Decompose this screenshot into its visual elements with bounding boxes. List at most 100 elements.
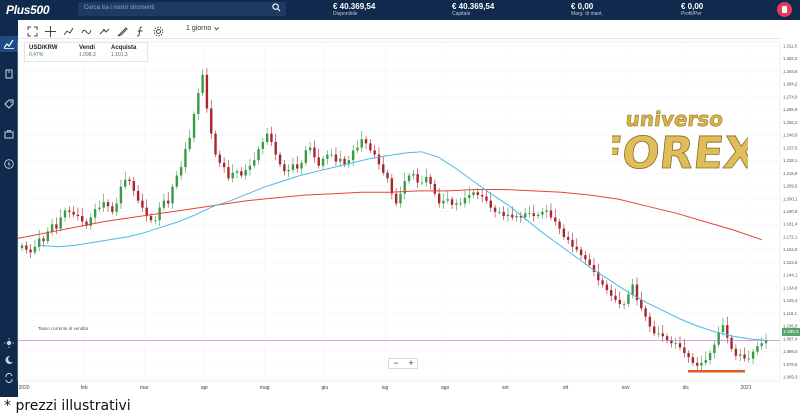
candle-body: [63, 210, 67, 218]
sell-block[interactable]: Vendi 1.098,3: [79, 45, 96, 58]
candle-body: [498, 211, 501, 213]
chart-icon[interactable]: [0, 36, 18, 52]
candle-body: [635, 284, 639, 300]
y-tick-label: 1.125,4: [783, 298, 798, 303]
candle-body: [726, 325, 729, 338]
y-tick-label: 1.200,1: [783, 196, 798, 201]
candle-body: [730, 337, 733, 349]
watermark-line1: universo: [624, 107, 724, 131]
trend-icon[interactable]: [63, 24, 74, 36]
instrument-change: 0,47%: [29, 52, 44, 58]
candle-body: [98, 207, 101, 210]
chart-grid: [17, 41, 781, 382]
candle-body: [502, 211, 505, 217]
briefcase-icon[interactable]: [0, 126, 18, 142]
expand-icon[interactable]: [27, 24, 38, 37]
candle-body: [154, 220, 157, 222]
candle-body: [265, 133, 269, 142]
line-icon[interactable]: [99, 24, 110, 35]
transfer-icon[interactable]: [0, 370, 18, 386]
candle-body: [222, 162, 226, 168]
tag-icon[interactable]: [0, 96, 18, 112]
candle-body: [192, 113, 196, 138]
sun-icon[interactable]: [0, 335, 18, 351]
y-tick-label: 1.293,6: [783, 69, 798, 74]
candle-body: [648, 316, 652, 327]
candle-body: [468, 195, 471, 198]
period-dropdown[interactable]: 1 giorno: [186, 25, 220, 32]
x-tick-label: ago: [441, 385, 450, 391]
candle-body: [691, 357, 695, 363]
buy-block[interactable]: Acquista 1.101,3: [111, 45, 136, 58]
sidebar: [0, 20, 18, 397]
candles: [20, 67, 768, 372]
y-tick-label: 1.088,0: [783, 349, 798, 354]
stat-available-value: € 40.369,54: [333, 2, 376, 11]
candle-body: [210, 108, 213, 134]
moon-icon[interactable]: [0, 352, 18, 368]
stat-available-label: Disponibile: [333, 11, 358, 17]
stat-profit: € 0,00 Profit/Per: [681, 2, 703, 18]
candle-body: [38, 238, 41, 247]
candle-body: [416, 174, 419, 183]
candle-body: [640, 299, 643, 309]
candle-body: [743, 354, 746, 359]
y-tick-label: 1.302,0: [783, 56, 798, 61]
candle-body: [296, 164, 299, 169]
candle-body: [614, 295, 617, 300]
candle-body: [106, 202, 110, 207]
candle-body: [33, 246, 37, 253]
candle-body: [407, 175, 411, 182]
candle-body: [403, 181, 406, 194]
y-tick-label: 1.153,5: [783, 260, 798, 265]
candle-body: [713, 344, 716, 354]
x-tick-label: mar: [140, 385, 149, 391]
watermark-line2: FOREX: [612, 128, 748, 176]
candle-body: [244, 169, 247, 176]
candle-body: [171, 186, 174, 204]
candle-body: [734, 348, 738, 356]
lightning-icon[interactable]: [0, 156, 18, 172]
candle-body: [235, 171, 239, 173]
instrument-info: USD/KRW 0,47% Vendi 1.098,3 Acquista 1.1…: [24, 42, 148, 62]
stat-profit-label: Profit/Per: [681, 11, 702, 17]
candle-body: [304, 150, 308, 163]
candle-body: [394, 193, 398, 204]
swap-icon[interactable]: [0, 66, 18, 82]
wave-icon[interactable]: [81, 24, 92, 35]
sell-value: 1.098,3: [79, 52, 96, 58]
candle-body: [283, 164, 286, 172]
candle-body: [72, 211, 75, 215]
drawing-icon[interactable]: [117, 24, 128, 37]
candle-body: [248, 165, 252, 170]
y-tick-label: 1.097,4: [783, 336, 798, 341]
zoom-out-button[interactable]: −: [393, 358, 399, 368]
crosshair-icon[interactable]: [45, 24, 56, 37]
candle-body: [674, 343, 677, 345]
stat-available: € 40.369,54 Disponibile: [333, 2, 375, 18]
candle-body: [20, 245, 24, 249]
candle-body: [536, 214, 540, 217]
search-input[interactable]: Cerca tra i nostri strumenti: [78, 2, 286, 16]
function-icon[interactable]: [135, 24, 146, 37]
stat-equity-label: Capitale: [452, 11, 471, 17]
notification-icon[interactable]: [777, 2, 792, 17]
candle-body: [313, 147, 316, 158]
candle-body: [162, 200, 166, 208]
candle-body: [119, 186, 123, 204]
x-tick-label: giu: [321, 385, 328, 391]
y-tick-label: 1.246,8: [783, 133, 798, 138]
zoom-in-button[interactable]: +: [408, 358, 414, 368]
current-rate-tag: 1.098,3: [782, 328, 800, 336]
candle-body: [111, 206, 114, 212]
candle-body: [455, 203, 458, 205]
candle-body: [145, 207, 148, 217]
search-icon[interactable]: [272, 3, 281, 12]
x-tick-label: dic: [683, 385, 690, 391]
candle-body: [326, 154, 329, 159]
candle-body: [356, 147, 359, 151]
gear-icon[interactable]: [153, 24, 164, 37]
zoom-controls: − +: [388, 358, 418, 369]
y-tick-label: 1.078,6: [783, 362, 798, 367]
